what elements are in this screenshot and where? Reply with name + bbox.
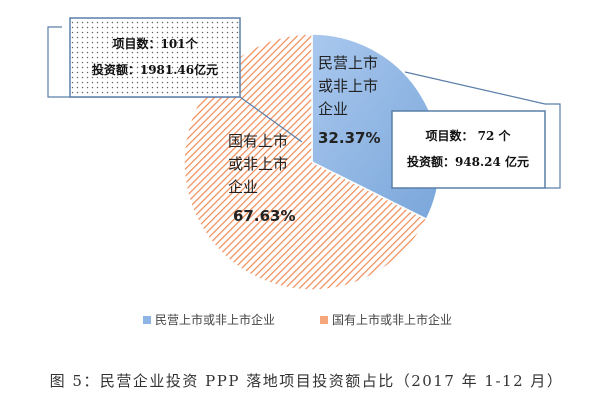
callout-count: 项目数： 72 个 [425,128,511,143]
legend-label-state: 国有上市或非上市企业 [332,312,452,327]
slice-percent: 67.63% [233,207,295,225]
callout-state: 项目数：101个 投资额：1981.46亿元 [47,17,303,143]
slice-label-line: 或非上市 [318,77,378,95]
legend-label-private: 民营上市或非上市企业 [155,312,275,327]
callout-count: 项目数：101个 [112,36,198,51]
callout-box [69,17,241,98]
callout-connector [404,71,561,189]
figure-caption: 图 5：民营企业投资 PPP 落地项目投资额占比（2017 年 1-12 月） [49,372,564,390]
slice-label-line: 或非上市 [228,155,288,173]
callout-amount: 投资额：1981.46亿元 [92,62,218,77]
slice-label-line: 企业 [228,178,258,196]
slice-label-line: 国有上市 [228,132,288,150]
callout-connector [47,26,303,143]
callout-private: 项目数： 72 个 投资额：948.24 亿元 [391,71,561,189]
slice-label-line: 企业 [318,100,348,118]
legend-swatch-private [143,316,151,324]
legend: 民营上市或非上市企业 国有上市或非上市企业 [143,312,452,327]
slice-label-private: 民营上市 或非上市 企业 32.37% [318,54,380,147]
callout-box [391,110,546,189]
slice-label-line: 民营上市 [318,54,378,72]
callout-amount: 投资额：948.24 亿元 [407,154,529,169]
slice-percent: 32.37% [318,129,380,147]
legend-swatch-state [320,316,328,324]
slice-label-state: 国有上市 或非上市 企业 67.63% [228,132,295,225]
